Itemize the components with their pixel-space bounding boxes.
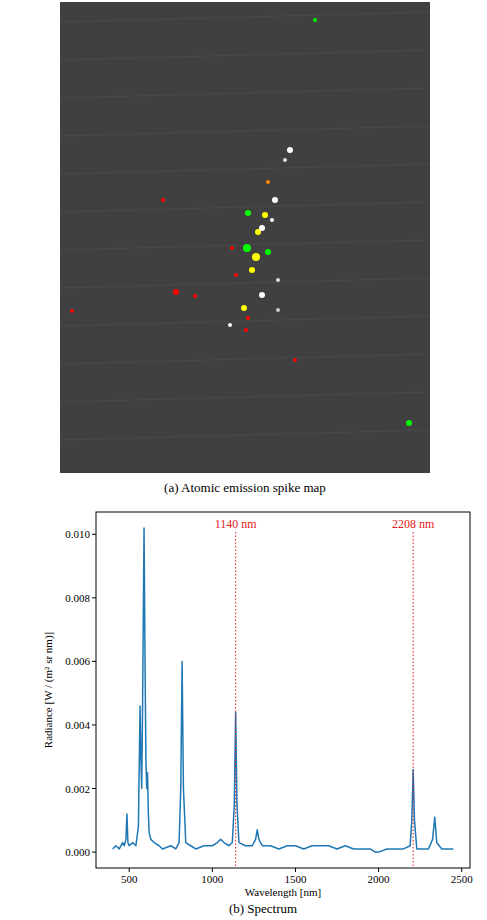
scan-line [60, 12, 430, 22]
spike [244, 328, 248, 332]
spike [246, 316, 250, 320]
scan-line [60, 88, 430, 98]
spike [245, 210, 251, 216]
scan-line [60, 126, 430, 136]
x-tick-label: 500 [121, 873, 138, 885]
spike [230, 246, 234, 250]
spike [283, 158, 287, 162]
plot-frame [96, 512, 470, 868]
scan-line [60, 164, 430, 174]
x-tick-label: 2000 [368, 873, 391, 885]
y-tick [92, 788, 96, 789]
y-tick-label: 0.008 [65, 592, 90, 604]
spike [259, 292, 265, 298]
annotation-label: 1140 nm [215, 517, 258, 531]
scan-line [60, 392, 430, 402]
spike [287, 147, 293, 153]
caption: (b) Spectrum [229, 901, 297, 916]
x-axis-title: Wavelength [nm] [245, 886, 321, 898]
scan-line [60, 202, 430, 212]
x-tick-label: 1000 [201, 873, 224, 885]
spike [243, 244, 251, 252]
spike [265, 249, 271, 255]
x-tick [295, 868, 296, 872]
y-tick [92, 724, 96, 725]
spike [249, 267, 255, 273]
y-axis-title: Radiance [W / (m² sr nm)] [42, 632, 55, 748]
scan-line [60, 430, 430, 440]
spike [252, 253, 260, 261]
spike [228, 323, 232, 327]
scan-line [60, 354, 430, 364]
scan-line [60, 316, 430, 326]
plot-area [113, 528, 454, 868]
y-tick [92, 597, 96, 598]
y-tick-label: 0.000 [65, 846, 90, 858]
x-tick-label: 1500 [284, 873, 307, 885]
spike [241, 305, 247, 311]
annotation-line [235, 532, 236, 868]
spike [193, 294, 197, 298]
x-tick [461, 868, 462, 872]
x-tick-label: 2500 [451, 873, 474, 885]
scan-line [60, 278, 430, 288]
y-tick-label: 0.006 [65, 655, 90, 667]
spike [272, 197, 278, 203]
x-tick [129, 868, 130, 872]
spike [433, 298, 437, 302]
spike [234, 273, 238, 277]
annotation-line [413, 532, 414, 868]
figure: (a) Atomic emission spike map 500 1000 1500… [0, 0, 487, 920]
spike [161, 198, 165, 202]
spike [276, 278, 280, 282]
spike [270, 218, 274, 222]
y-tick [92, 852, 96, 853]
y-tick [92, 534, 96, 535]
x-tick [378, 868, 379, 872]
spectrum-line [113, 528, 454, 852]
y-tick-label: 0.004 [65, 719, 90, 731]
spike [266, 180, 270, 184]
caption: (a) Atomic emission spike map [164, 480, 326, 495]
spike [276, 308, 280, 312]
y-tick-label: 0.002 [65, 783, 90, 795]
spike [406, 420, 412, 426]
annotation-label: 2208 nm [392, 517, 435, 531]
spike [313, 18, 317, 22]
spike [262, 212, 268, 218]
spike [173, 289, 179, 295]
x-tick [212, 868, 213, 872]
spike [259, 225, 265, 231]
spike [70, 309, 74, 313]
scan-line [60, 50, 430, 60]
spike [293, 358, 297, 362]
y-tick-label: 0.010 [65, 528, 90, 540]
y-tick [92, 661, 96, 662]
spike-map [60, 2, 437, 473]
image-background [60, 2, 430, 473]
